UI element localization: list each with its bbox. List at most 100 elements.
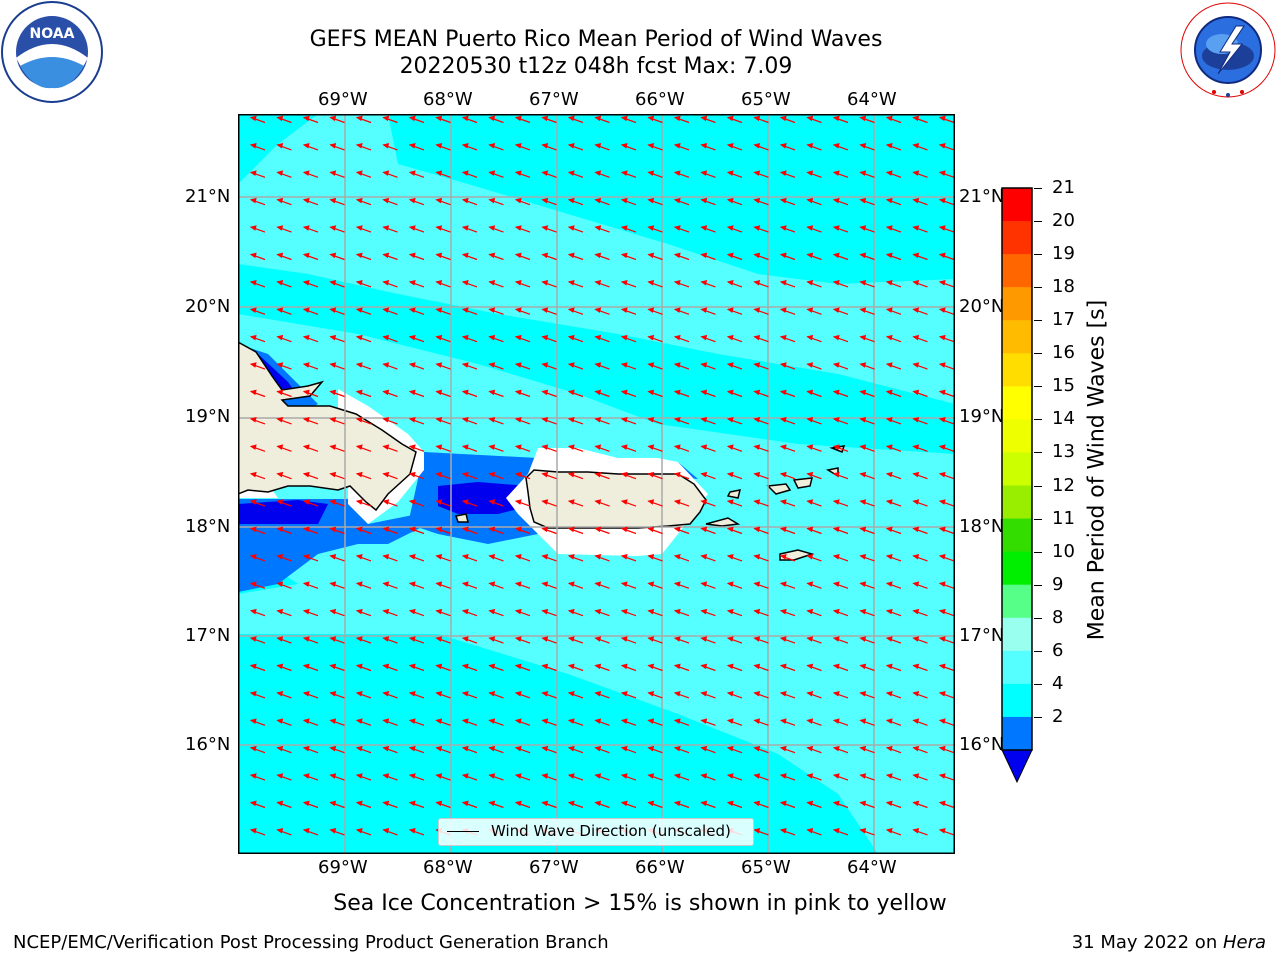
wind-vector-head xyxy=(673,334,681,341)
wind-vector-head xyxy=(620,581,628,587)
wind-vector-head xyxy=(806,280,814,286)
wind-vector-head xyxy=(514,636,522,642)
wind-vector-head xyxy=(700,499,708,505)
wind-vector-head xyxy=(859,143,867,149)
lat-label-right-21n: 21°N xyxy=(959,186,1005,207)
wind-vector-head xyxy=(859,362,867,368)
wind-vector-head xyxy=(806,691,814,697)
wind-vector-head xyxy=(753,362,761,368)
wind-vector-head xyxy=(832,280,840,286)
wind-vector-head xyxy=(779,608,787,615)
wind-vector-head xyxy=(408,225,416,231)
wind-vector-head xyxy=(620,307,628,313)
wind-vector-head xyxy=(885,773,893,779)
wind-vector-head xyxy=(779,554,787,560)
wind-vector-head xyxy=(859,334,867,341)
wind-vector-head xyxy=(514,225,522,231)
wind-vector-head xyxy=(302,143,310,149)
wind-vector-head xyxy=(647,499,655,505)
wind-vector-head xyxy=(620,417,628,423)
wind-vector-head xyxy=(700,581,708,587)
wind-vector-head xyxy=(647,471,655,478)
wind-vector-head xyxy=(938,334,946,341)
wind-vector-head xyxy=(779,417,787,423)
colorbar-extend-arrow xyxy=(1001,749,1033,784)
wind-vector-head xyxy=(753,389,761,396)
wind-vector-head xyxy=(885,554,893,560)
wind-vector-head xyxy=(673,307,681,313)
wind-vector-head xyxy=(514,252,522,259)
wind-vector-head xyxy=(329,663,337,670)
wind-vector-head xyxy=(673,499,681,505)
wind-vector-head xyxy=(673,800,681,807)
wind-vector-head xyxy=(673,115,681,122)
wind-vector-head xyxy=(620,800,628,807)
wind-vector-head xyxy=(700,197,708,204)
wind-vector-head xyxy=(938,828,946,834)
footer-date: 31 May 2022 on Hera xyxy=(1072,932,1266,953)
wind-vector-head xyxy=(514,526,522,533)
wind-vector-head xyxy=(249,170,257,176)
wind-vector-head xyxy=(488,334,496,341)
wind-vector-head xyxy=(832,663,840,670)
wind-vector-head xyxy=(567,691,575,697)
wind-vector-head xyxy=(408,526,416,533)
wind-vector-head xyxy=(832,718,840,724)
wind-vector-head xyxy=(488,252,496,259)
colorbar-tick-mark xyxy=(1034,353,1042,355)
wind-vector-head xyxy=(567,444,575,450)
wind-vector-head xyxy=(408,554,416,560)
wind-vector-head xyxy=(594,608,602,615)
wind-vector-head xyxy=(488,362,496,368)
wind-vector-head xyxy=(302,828,310,834)
wind-vector-head xyxy=(567,745,575,752)
wind-vector-head xyxy=(514,197,522,204)
wind-vector-head xyxy=(514,499,522,505)
wind-vector-head xyxy=(329,636,337,642)
wind-vector-head xyxy=(700,691,708,697)
wind-vector-head xyxy=(302,444,310,450)
wind-vector-head xyxy=(700,252,708,259)
wind-vector-head xyxy=(938,608,946,615)
lon-label-top-68w: 68°W xyxy=(423,89,473,110)
wind-vector-head xyxy=(912,143,920,149)
wind-vector-head xyxy=(355,252,363,259)
wind-vector-head xyxy=(673,444,681,450)
wind-vector-head xyxy=(249,636,257,642)
wind-vector-head xyxy=(461,115,469,122)
wind-vector-head xyxy=(647,718,655,724)
wind-vector-head xyxy=(885,280,893,286)
wind-vector-head xyxy=(276,280,284,286)
wind-vector-head xyxy=(435,800,443,807)
colorbar-tick-label: 15 xyxy=(1052,375,1075,397)
wind-vector-head xyxy=(594,663,602,670)
wind-vector-head xyxy=(249,417,257,423)
wind-vector-head xyxy=(647,636,655,642)
wind-vector-head xyxy=(594,143,602,149)
wind-vector-head xyxy=(435,143,443,149)
wind-vector-head xyxy=(806,718,814,724)
colorbar-tick-mark xyxy=(1034,518,1042,520)
small-islands-land xyxy=(726,445,846,499)
wind-vector-head xyxy=(938,280,946,286)
wind-vector-head xyxy=(806,334,814,341)
wind-vector-head xyxy=(620,252,628,259)
wind-vector-head xyxy=(753,417,761,423)
wind-vector-head xyxy=(541,444,549,450)
wind-vector-head xyxy=(355,115,363,122)
wind-vector-head xyxy=(382,307,390,313)
wind-vector-head xyxy=(647,581,655,587)
wind-vector-head xyxy=(832,389,840,396)
wind-vector-head xyxy=(541,471,549,478)
wind-vector-head xyxy=(779,170,787,176)
wind-vector-head xyxy=(488,170,496,176)
wind-vector-head xyxy=(541,581,549,587)
wind-vector-head xyxy=(514,800,522,807)
wind-vector-head xyxy=(249,444,257,450)
wind-vector-head xyxy=(859,499,867,505)
wind-vector-head xyxy=(700,115,708,122)
wind-vector-head xyxy=(912,362,920,368)
wind-vector-head xyxy=(594,691,602,697)
lon-label-bottom-65w: 65°W xyxy=(741,857,791,878)
wind-vector-head xyxy=(302,225,310,231)
